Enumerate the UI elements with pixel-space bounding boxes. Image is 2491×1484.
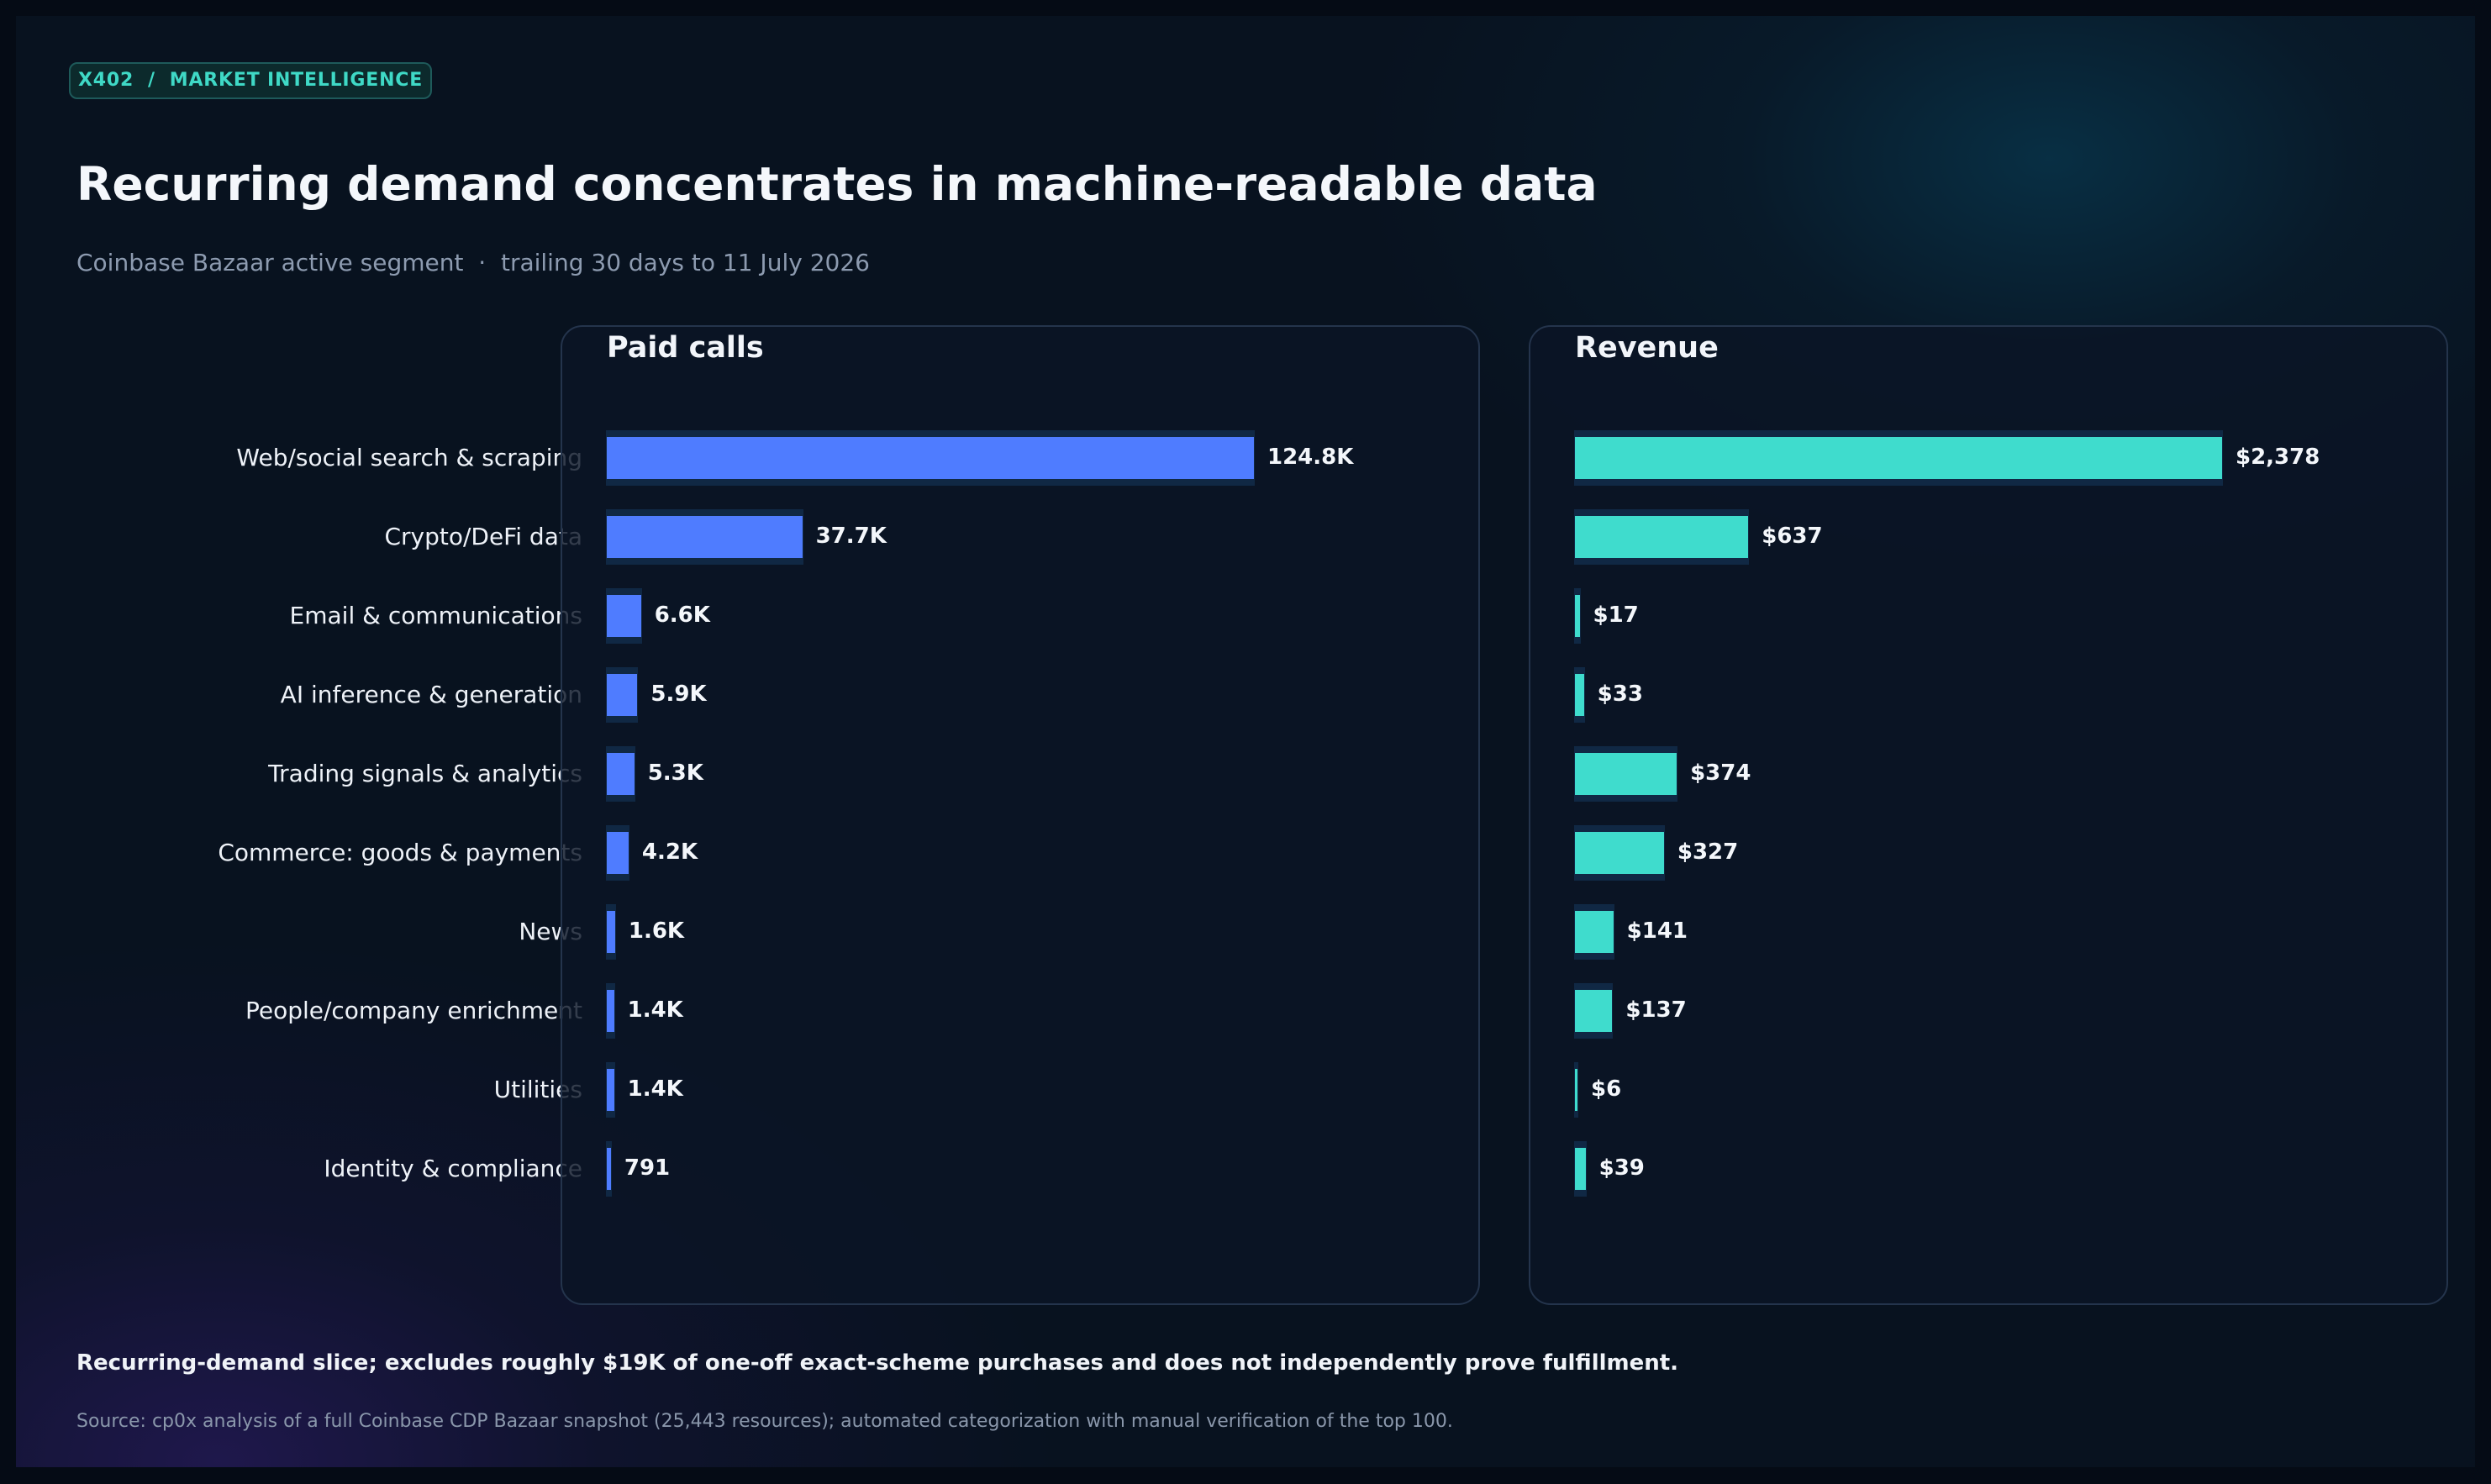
revenue-value-label: $33 <box>1597 681 1643 707</box>
revenue-value-label: $39 <box>1598 1155 1645 1181</box>
calls-bar <box>607 832 629 874</box>
calls-value-label: 37.7K <box>815 524 887 549</box>
revenue-bar <box>1575 1069 1577 1111</box>
revenue-bar <box>1575 753 1677 795</box>
calls-value-label: 6.6K <box>654 603 710 628</box>
revenue-bar <box>1575 990 1613 1032</box>
calls-bar <box>607 990 614 1032</box>
footnote: Recurring-demand slice; excludes roughly… <box>76 1350 1679 1376</box>
revenue-value-label: $137 <box>1625 997 1687 1023</box>
revenue-bar <box>1575 516 1749 558</box>
category-label: People/company enrichment <box>245 997 582 1024</box>
revenue-value-label: $327 <box>1677 839 1739 865</box>
calls-bar <box>607 753 635 795</box>
revenue-bar <box>1575 595 1580 637</box>
calls-bar <box>607 437 1254 479</box>
category-label: Web/social search & scraping <box>236 444 582 471</box>
calls-value-label: 124.8K <box>1267 445 1354 470</box>
page-title: Recurring demand concentrates in machine… <box>76 157 1598 211</box>
revenue-bar <box>1575 911 1614 953</box>
revenue-bar <box>1575 832 1664 874</box>
revenue-value-label: $6 <box>1591 1076 1622 1102</box>
revenue-value-label: $2,378 <box>2236 445 2320 470</box>
revenue-bar <box>1575 674 1584 716</box>
revenue-bar <box>1575 437 2222 479</box>
calls-value-label: 5.9K <box>650 681 707 707</box>
revenue-value-label: $141 <box>1626 918 1688 944</box>
category-label: Commerce: goods & payments <box>218 839 582 866</box>
category-label: Trading signals & analytics <box>268 760 582 787</box>
source-note: Source: cp0x analysis of a full Coinbase… <box>76 1411 1453 1432</box>
calls-bar <box>607 595 641 637</box>
calls-value-label: 4.2K <box>641 839 698 865</box>
category-label: Crypto/DeFi data <box>384 523 582 550</box>
paid-calls-title: Paid calls <box>607 331 764 365</box>
calls-value-label: 791 <box>624 1155 671 1181</box>
category-label: Email & communications <box>289 602 582 629</box>
calls-value-label: 1.6K <box>628 918 685 944</box>
calls-bar <box>607 911 615 953</box>
revenue-value-label: $374 <box>1690 760 1751 786</box>
category-label: AI inference & generation <box>280 681 582 708</box>
revenue-title: Revenue <box>1575 331 1719 365</box>
revenue-panel: Revenue $2,378 $637 $17 $33 $374 $327 $141 $137… <box>1529 325 2448 1305</box>
page-subtitle: Coinbase Bazaar active segment · trailin… <box>76 249 870 276</box>
calls-value-label: 1.4K <box>627 997 683 1023</box>
category-label: Identity & compliance <box>324 1155 582 1182</box>
section-tag: X402 / MARKET INTELLIGENCE <box>69 62 433 99</box>
category-labels: Web/social search & scraping Crypto/DeFi … <box>16 16 582 1467</box>
calls-bar <box>607 516 803 558</box>
calls-value-label: 1.4K <box>627 1076 683 1102</box>
slide-canvas: X402 / MARKET INTELLIGENCE Recurring dem… <box>16 16 2475 1467</box>
paid-calls-panel: Paid calls 124.8K 37.7K 6.6K 5.9K 5.3K 4.2K 1.… <box>561 325 1480 1305</box>
calls-value-label: 5.3K <box>647 760 703 786</box>
revenue-bar <box>1575 1148 1586 1190</box>
calls-bar <box>607 674 638 716</box>
calls-bar <box>607 1069 614 1111</box>
calls-bar <box>607 1148 611 1190</box>
revenue-value-label: $17 <box>1593 603 1639 628</box>
revenue-value-label: $637 <box>1762 524 1823 549</box>
